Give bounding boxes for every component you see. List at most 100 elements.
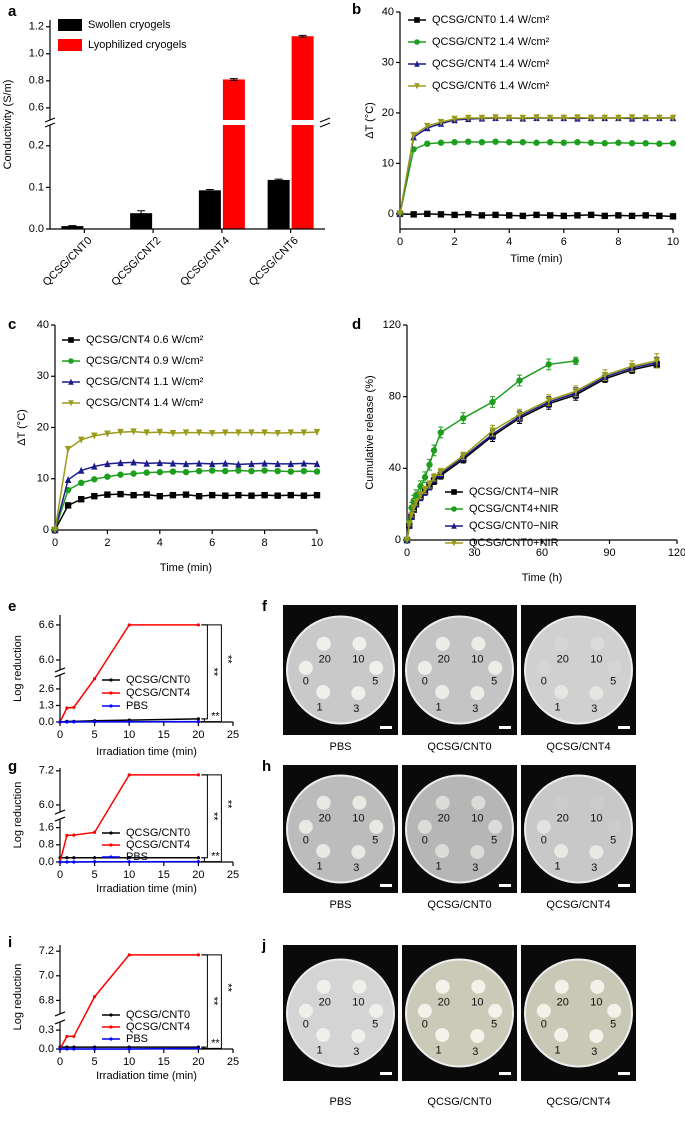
spot-label: 10 [590,653,602,665]
x-axis-title: Irradiation time (min) [96,1070,197,1082]
y-tick-label: 0.0 [39,1043,54,1055]
legend-label: PBS [126,1033,148,1045]
marker [130,491,137,499]
marker [104,430,111,438]
legend-label: QCSG/CNT4 0.6 W/cm² [86,334,204,346]
photo-caption: QCSG/CNT0 [427,899,491,911]
y-tick-label: 10 [382,157,394,169]
bacteria-spot [351,845,366,860]
axis-break [54,809,66,815]
bacteria-spot [316,795,331,810]
marker [65,1047,69,1051]
x-tick-label: 15 [158,729,170,741]
legend-label: QCSG/CNT6 1.4 W/cm² [432,80,550,92]
spot-label: 3 [472,862,478,874]
photo-caption: PBS [329,741,351,753]
y-tick-label: 7.2 [39,945,54,957]
panel-label: c [8,316,16,333]
marker [601,371,609,379]
bacteria-spot [589,1029,604,1044]
marker [287,491,294,499]
bacteria-spot [590,979,605,994]
x-tick-label: 60 [536,547,548,559]
marker [424,210,431,218]
marker [143,469,150,476]
bacteria-spot [554,636,569,651]
marker [182,491,190,498]
legend-swatch [58,39,82,51]
spot-label: 3 [472,1046,478,1058]
marker [451,489,457,495]
series-line [399,140,674,215]
bacteria-spot [607,819,622,834]
spot-label: 0 [422,1018,428,1030]
x-tick-label: 6 [209,537,215,549]
marker [156,428,163,436]
marker [492,211,499,219]
marker [478,114,486,122]
marker [127,860,131,864]
bar [130,213,153,229]
marker [72,860,76,864]
spot-label: 3 [353,1046,359,1058]
marker [72,705,76,709]
photo-caption: QCSG/CNT4 [546,1096,610,1108]
axis-break [54,667,66,673]
axis-break [319,117,331,123]
marker [93,1047,97,1051]
panel-label: d [352,316,361,333]
axis-break [54,1019,66,1025]
x-tick-label: 10 [667,236,679,248]
legend-swatch [58,19,82,31]
y-tick-label: 40 [382,6,394,18]
marker [195,467,203,475]
bacteria-spot [590,795,605,810]
marker [68,400,74,407]
y-axis-title: Cumulative release (%) [364,375,376,489]
marker [209,429,216,437]
axis-break [44,117,56,123]
spot-label: 20 [557,996,569,1008]
y-tick-label: 0 [388,208,394,220]
marker [130,428,137,436]
y-tick-label: 0.0 [29,223,44,235]
significance-label: ** [221,800,233,809]
marker [489,427,496,435]
marker [669,213,677,220]
spot-label: 1 [554,702,560,714]
x-tick-label: 25 [227,1056,239,1068]
petri-dish [526,776,631,882]
x-tick-label: 15 [158,869,170,881]
axis-break [319,122,331,128]
y-axis-title: ΔT (°C) [364,102,376,139]
marker [104,491,111,498]
bacteria-spot [316,844,331,859]
marker [127,856,131,860]
spot-label: 20 [319,996,331,1008]
x-axis-title: Time (min) [160,562,212,574]
bacteria-spot [554,979,569,994]
marker [451,211,458,219]
marker [313,428,321,436]
bacteria-spot [488,660,503,675]
x-tick-label: 5 [92,869,98,881]
marker [506,114,513,122]
legend-label: QCSG/CNT4−NIR [469,486,559,498]
spot-label: 0 [303,675,309,687]
marker [127,623,131,627]
spot-label: 0 [541,1018,547,1030]
x-tick-label: 90 [603,547,615,559]
bacteria-spot [352,636,367,651]
legend-label: QCSG/CNT4 1.4 W/cm² [432,58,550,70]
error-bar [229,78,238,81]
legend-label: Lyophilized cryogels [88,39,187,51]
marker [65,1034,69,1039]
marker [235,467,242,474]
spot-label: 0 [541,834,547,846]
marker [615,212,622,219]
marker [91,432,98,440]
marker [182,429,190,437]
panel-label: g [8,758,17,775]
significance-bracket [201,774,222,863]
marker [109,855,113,859]
